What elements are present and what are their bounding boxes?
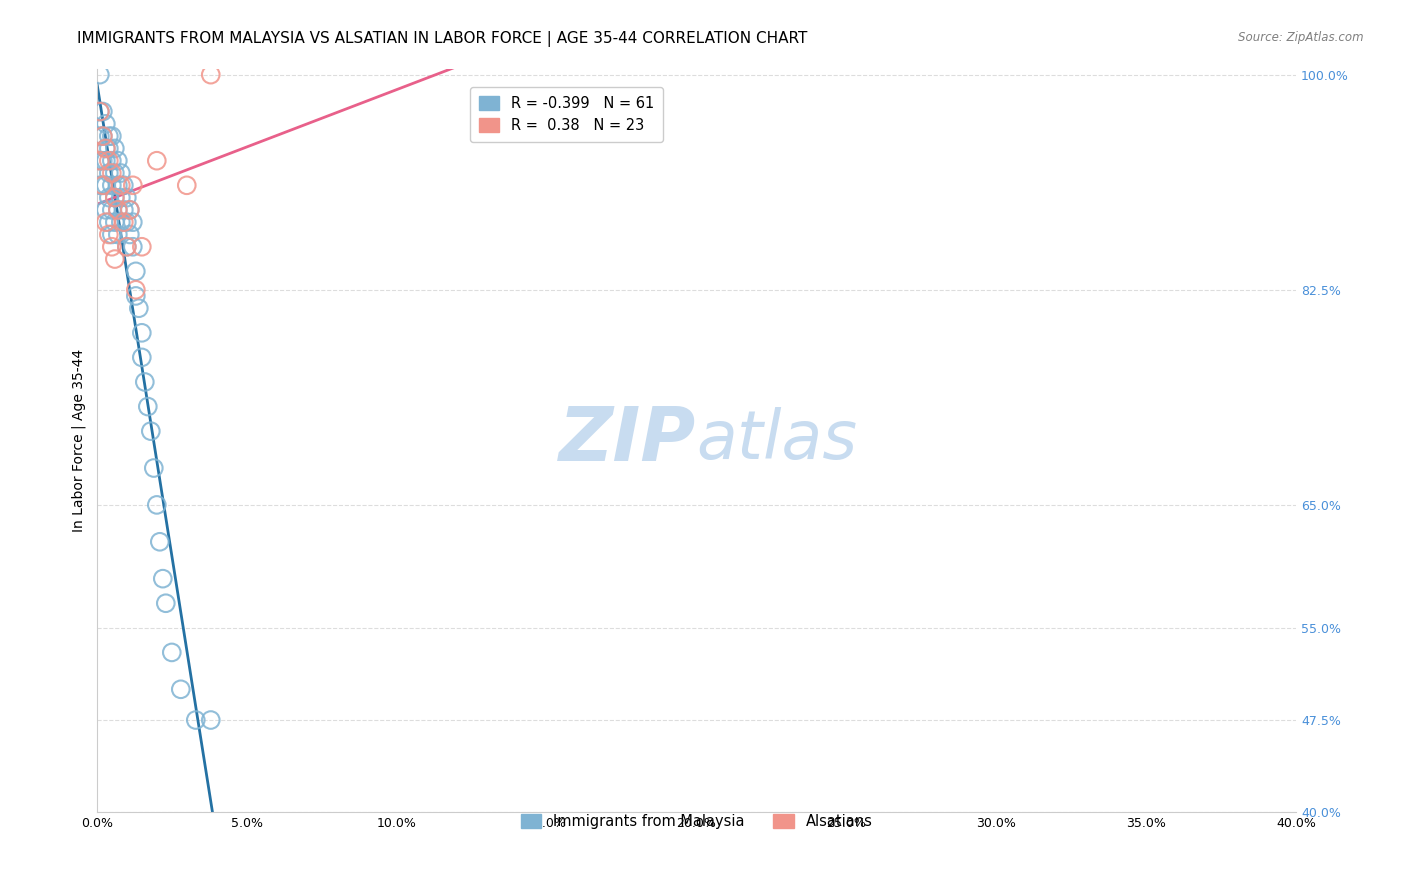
Point bbox=[136, 400, 159, 414]
Point bbox=[121, 240, 143, 254]
Point bbox=[91, 104, 114, 119]
Point bbox=[94, 141, 117, 155]
Point bbox=[104, 191, 127, 205]
Point bbox=[146, 153, 169, 168]
Point bbox=[146, 498, 169, 512]
Point bbox=[176, 178, 198, 193]
Point bbox=[125, 264, 148, 278]
Point bbox=[110, 191, 132, 205]
Point bbox=[112, 202, 135, 217]
Point bbox=[94, 178, 117, 193]
Point bbox=[131, 326, 153, 340]
Point bbox=[89, 129, 111, 144]
Point bbox=[152, 572, 174, 586]
Point bbox=[160, 645, 183, 659]
Point bbox=[101, 240, 124, 254]
Point bbox=[94, 117, 117, 131]
Point bbox=[170, 682, 193, 697]
Text: IMMIGRANTS FROM MALAYSIA VS ALSATIAN IN LABOR FORCE | AGE 35-44 CORRELATION CHAR: IMMIGRANTS FROM MALAYSIA VS ALSATIAN IN … bbox=[77, 31, 807, 47]
Point bbox=[112, 178, 135, 193]
Point bbox=[115, 240, 138, 254]
Point bbox=[91, 153, 114, 168]
Point bbox=[200, 713, 222, 727]
Point bbox=[94, 153, 117, 168]
Point bbox=[91, 178, 114, 193]
Point bbox=[94, 215, 117, 229]
Point bbox=[104, 166, 127, 180]
Point bbox=[89, 104, 111, 119]
Point bbox=[104, 141, 127, 155]
Point bbox=[121, 178, 143, 193]
Point bbox=[107, 178, 129, 193]
Point bbox=[115, 215, 138, 229]
Point bbox=[125, 283, 148, 297]
Point bbox=[91, 178, 114, 193]
Point bbox=[155, 596, 177, 610]
Point bbox=[97, 153, 120, 168]
Point bbox=[89, 68, 111, 82]
Point bbox=[101, 166, 124, 180]
Point bbox=[101, 153, 124, 168]
Point bbox=[149, 534, 172, 549]
Point bbox=[94, 141, 117, 155]
Point bbox=[89, 153, 111, 168]
Point bbox=[89, 104, 111, 119]
Point bbox=[101, 227, 124, 242]
Point bbox=[89, 153, 111, 168]
Point bbox=[101, 178, 124, 193]
Text: ZIP: ZIP bbox=[560, 404, 696, 477]
Point bbox=[101, 129, 124, 144]
Point bbox=[97, 215, 120, 229]
Point bbox=[118, 227, 141, 242]
Point bbox=[110, 166, 132, 180]
Point bbox=[94, 202, 117, 217]
Point bbox=[104, 215, 127, 229]
Point bbox=[118, 202, 141, 217]
Point bbox=[184, 713, 207, 727]
Point bbox=[104, 252, 127, 266]
Point bbox=[200, 68, 222, 82]
Point bbox=[131, 351, 153, 365]
Text: atlas: atlas bbox=[696, 408, 858, 474]
Point bbox=[115, 191, 138, 205]
Point bbox=[89, 178, 111, 193]
Point bbox=[121, 215, 143, 229]
Point bbox=[97, 191, 120, 205]
Point bbox=[97, 129, 120, 144]
Point bbox=[97, 227, 120, 242]
Point bbox=[91, 129, 114, 144]
Point bbox=[107, 153, 129, 168]
Point bbox=[134, 375, 156, 389]
Text: Source: ZipAtlas.com: Source: ZipAtlas.com bbox=[1239, 31, 1364, 45]
Point bbox=[107, 202, 129, 217]
Point bbox=[115, 240, 138, 254]
Point bbox=[112, 215, 135, 229]
Point bbox=[107, 227, 129, 242]
Y-axis label: In Labor Force | Age 35-44: In Labor Force | Age 35-44 bbox=[72, 349, 86, 532]
Point bbox=[101, 202, 124, 217]
Point bbox=[118, 202, 141, 217]
Point bbox=[91, 129, 114, 144]
Point bbox=[125, 289, 148, 303]
Point bbox=[110, 215, 132, 229]
Point bbox=[107, 202, 129, 217]
Point bbox=[128, 301, 150, 316]
Point bbox=[110, 178, 132, 193]
Point bbox=[131, 240, 153, 254]
Legend: Immigrants from Malaysia, Alsatians: Immigrants from Malaysia, Alsatians bbox=[515, 808, 879, 835]
Point bbox=[104, 191, 127, 205]
Point bbox=[142, 461, 165, 475]
Point bbox=[97, 166, 120, 180]
Point bbox=[97, 141, 120, 155]
Point bbox=[139, 424, 162, 438]
